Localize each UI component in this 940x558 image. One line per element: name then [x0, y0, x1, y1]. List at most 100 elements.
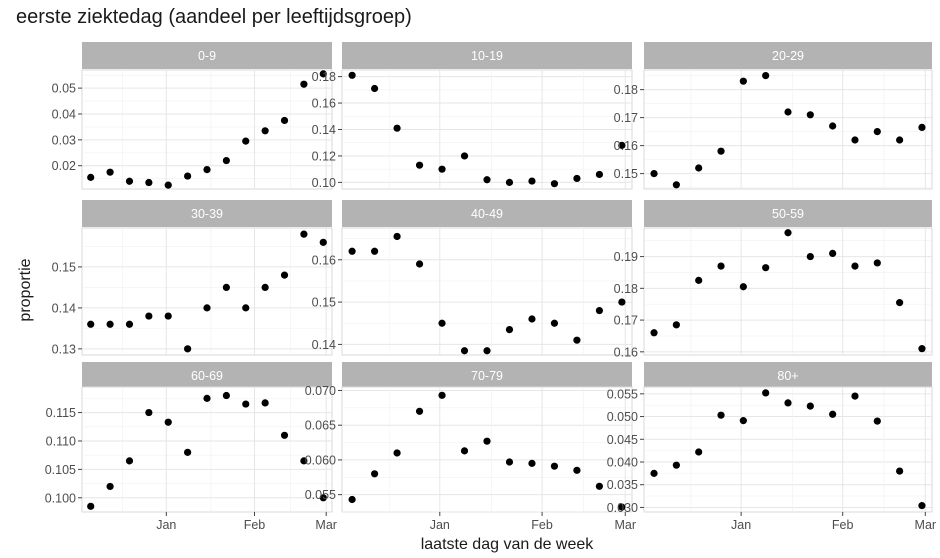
data-point	[806, 252, 814, 261]
data-point	[717, 262, 725, 270]
data-point	[595, 170, 604, 179]
y-tick-label: 0.115	[46, 406, 76, 420]
facet-label: 30-39	[191, 207, 223, 221]
data-point	[348, 71, 356, 79]
data-point	[393, 232, 401, 241]
data-point	[261, 399, 269, 407]
y-tick-label: 0.10	[312, 176, 336, 190]
data-point	[528, 315, 536, 323]
data-point	[829, 410, 837, 418]
y-tick-label: 0.055	[305, 488, 336, 502]
y-tick-label: 0.070	[305, 384, 336, 398]
data-point	[896, 299, 904, 307]
data-point	[784, 399, 792, 407]
y-tick-label: 0.13	[52, 342, 76, 356]
data-point	[739, 283, 747, 291]
data-point	[650, 329, 658, 337]
data-point	[851, 392, 859, 400]
facet-strip	[644, 200, 932, 227]
data-point	[106, 482, 114, 491]
y-tick-label: 0.04	[52, 107, 76, 121]
y-tick-label: 0.15	[312, 296, 336, 310]
data-point	[595, 482, 604, 490]
data-point	[739, 417, 747, 425]
data-point	[618, 503, 626, 511]
data-point	[851, 262, 859, 270]
facet-label: 60-69	[191, 369, 223, 383]
data-point	[280, 431, 289, 439]
data-point	[695, 448, 703, 456]
facet-label: 70-79	[471, 369, 503, 383]
data-point	[873, 128, 881, 136]
data-point	[573, 466, 581, 474]
x-tick-label: Feb	[832, 518, 854, 532]
data-point	[203, 304, 211, 312]
data-point	[261, 127, 269, 135]
y-tick-label: 0.040	[607, 456, 638, 470]
data-point	[145, 178, 153, 187]
data-point	[415, 161, 424, 169]
y-tick-label: 0.17	[614, 314, 638, 328]
data-point	[672, 461, 680, 469]
data-point	[203, 165, 211, 174]
y-tick-label: 0.050	[607, 410, 638, 424]
facet-strip	[644, 362, 932, 389]
panel-background	[341, 386, 633, 513]
data-point	[806, 111, 814, 119]
data-point	[242, 137, 250, 145]
x-tick-label: Jan	[731, 518, 751, 532]
data-point	[438, 319, 446, 327]
data-point	[505, 458, 514, 466]
data-point	[717, 147, 725, 155]
data-point	[918, 502, 926, 510]
data-point	[222, 391, 230, 400]
facet-label: 20-29	[772, 49, 804, 63]
data-point	[762, 389, 770, 397]
data-point	[393, 449, 401, 457]
data-point	[806, 402, 814, 410]
data-point	[784, 108, 792, 116]
data-point	[695, 164, 703, 172]
data-point	[672, 181, 680, 189]
data-point	[370, 470, 379, 478]
y-tick-label: 0.12	[312, 149, 336, 163]
data-point	[873, 259, 881, 267]
y-tick-label: 0.17	[614, 111, 638, 125]
data-point	[370, 84, 379, 93]
data-point	[762, 264, 770, 272]
panel-background	[341, 227, 633, 356]
data-point	[573, 336, 581, 344]
data-point	[319, 238, 327, 246]
data-point	[164, 312, 172, 320]
panel-background	[81, 386, 333, 513]
data-point	[184, 448, 192, 456]
data-point	[319, 494, 327, 502]
y-tick-label: 0.060	[305, 453, 336, 467]
data-point	[242, 400, 250, 408]
data-point	[618, 298, 626, 306]
data-point	[618, 141, 626, 149]
chart-title: eerste ziektedag (aandeel per leeftijdsg…	[16, 6, 412, 28]
y-tick-label: 0.02	[52, 159, 76, 173]
data-point	[125, 177, 134, 185]
data-point	[528, 459, 536, 467]
y-tick-label: 0.16	[614, 345, 638, 359]
data-point	[203, 394, 211, 402]
data-point	[280, 271, 289, 279]
x-tick-label: Jan	[430, 518, 450, 532]
data-point	[528, 177, 536, 185]
y-tick-label: 0.05	[52, 82, 76, 96]
x-tick-label: Jan	[156, 518, 176, 532]
y-tick-label: 0.110	[46, 434, 76, 448]
panel-background	[81, 227, 333, 356]
data-point	[896, 467, 904, 475]
x-tick-label: Feb	[531, 518, 553, 532]
data-point	[873, 417, 881, 425]
y-tick-label: 0.03	[52, 133, 76, 147]
y-tick-label: 0.105	[45, 463, 76, 477]
data-point	[125, 457, 134, 465]
data-point	[415, 407, 424, 415]
x-tick-label: Feb	[244, 518, 266, 532]
